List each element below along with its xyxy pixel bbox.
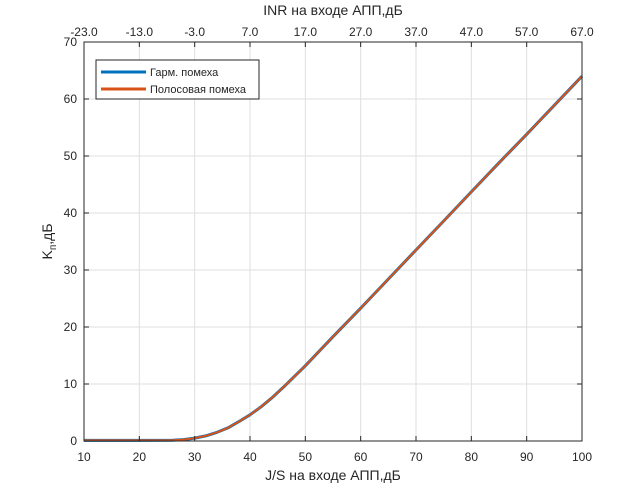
- x-tick-label: 40: [243, 450, 257, 464]
- x-tick-label: 60: [354, 450, 368, 464]
- x-tick-label: 30: [188, 450, 202, 464]
- top-axis-label: INR на входе АПП,дБ: [263, 2, 403, 18]
- y-tick-label: 60: [64, 92, 78, 106]
- grid: [83, 41, 583, 442]
- x-tick-label: 20: [133, 450, 147, 464]
- top-tick-label: -23.0: [70, 25, 98, 39]
- legend: Гарм. помеха Полосовая помеха: [95, 59, 260, 100]
- y-tick-label: 30: [64, 263, 78, 277]
- plot-area-border: [83, 41, 583, 442]
- y-axis-label: Kп,дБ: [39, 223, 59, 259]
- legend-label-series-2: Полосовая помеха: [150, 84, 247, 96]
- top-tick-label: 57.0: [515, 25, 539, 39]
- y-tick-label: 10: [64, 377, 78, 391]
- top-tick-label: 27.0: [349, 25, 373, 39]
- top-tick-label: 7.0: [242, 25, 259, 39]
- y-tick-label: 20: [64, 320, 78, 334]
- y-axis-label-main: K: [39, 250, 55, 260]
- y-tick-label: 40: [64, 206, 78, 220]
- x-tick-label: 70: [409, 450, 423, 464]
- top-tick-label: 67.0: [570, 25, 594, 39]
- top-tick-label: -13.0: [126, 25, 154, 39]
- y-tick-label: 50: [64, 149, 78, 163]
- y-axis-label-subscript: п: [48, 245, 59, 250]
- legend-label-series-1: Гарм. помеха: [150, 67, 219, 79]
- x-tick-label: 50: [299, 450, 313, 464]
- top-tick-label: 17.0: [294, 25, 318, 39]
- x-tick-label: 100: [572, 450, 592, 464]
- axis-ticks: 10 -23.0 20 -13.0 30 -3.0 40 7.0 50 17.0 60 27.0 70 3…: [64, 25, 594, 464]
- series-line-2: [84, 75, 583, 442]
- y-tick-label: 70: [64, 35, 78, 49]
- top-tick-label: 47.0: [460, 25, 484, 39]
- y-tick-label: 0: [70, 434, 77, 448]
- top-tick-label: 37.0: [404, 25, 428, 39]
- x-tick-label: 80: [465, 450, 479, 464]
- y-axis-label-unit: ,дБ: [39, 223, 55, 244]
- legend-box: [95, 59, 260, 100]
- series-lines: [84, 75, 584, 442]
- series-line-1: [84, 75, 584, 442]
- x-axis-label: J/S на входе АПП,дБ: [265, 467, 401, 483]
- x-tick-label: 10: [77, 450, 91, 464]
- x-tick-label: 90: [520, 450, 534, 464]
- top-tick-label: -3.0: [184, 25, 205, 39]
